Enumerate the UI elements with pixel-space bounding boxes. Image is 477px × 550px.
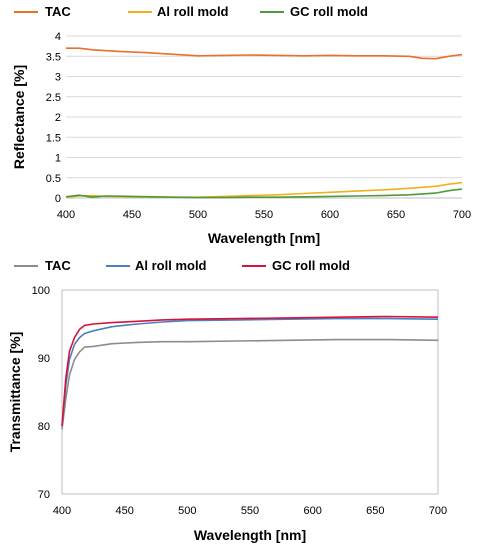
chart1-x-tick-label: 650 (387, 209, 405, 221)
chart2-y-tick-label: 100 (32, 285, 50, 297)
chart2-y-axis-title: Transmittance [%] (7, 332, 23, 453)
chart1-legend-label: Al roll mold (157, 4, 229, 19)
chart2-x-axis-title: Wavelength [nm] (194, 527, 306, 543)
chart2-y-tick-label: 70 (38, 489, 50, 501)
chart1-legend-label: GC roll mold (290, 4, 368, 19)
chart1-y-tick-label: 3.5 (46, 51, 61, 63)
chart1-y-tick-label: 2.5 (46, 92, 61, 104)
chart2-y-tick-label: 90 (38, 353, 50, 365)
chart2-series-line-3 (61, 315, 439, 427)
chart1-x-tick-label: 550 (255, 209, 273, 221)
chart1-x-tick-label: 500 (189, 209, 207, 221)
chart2-x-tick-label: 400 (53, 505, 71, 517)
chart1-x-tick-label: 400 (57, 209, 75, 221)
chart2-x-tick-label: 550 (241, 505, 259, 517)
chart2-series-line-2 (61, 317, 439, 427)
chart1-y-tick-label: 0.5 (46, 173, 61, 185)
chart2-y-tick-label: 80 (38, 421, 50, 433)
chart1-y-tick-label: 1 (55, 153, 61, 165)
chart1-x-axis-title: Wavelength [nm] (208, 230, 320, 246)
chart2-legend-label: GC roll mold (272, 258, 350, 273)
chart2-x-tick-label: 450 (115, 505, 133, 517)
chart1-y-tick-label: 2 (55, 112, 61, 124)
chart2-x-tick-label: 500 (178, 505, 196, 517)
chart1-y-axis-title: Reflectance [%] (11, 65, 27, 169)
chart1-series-line-1 (66, 47, 463, 60)
chart1-x-tick-label: 450 (123, 209, 141, 221)
chart1-series-line-3 (65, 188, 463, 199)
chart2-plot-frame (61, 289, 439, 495)
chart2-series-line-1 (61, 338, 439, 430)
chart1-y-tick-label: 1.5 (46, 132, 61, 144)
chart2-legend-label: Al roll mold (135, 258, 207, 273)
chart1-y-tick-label: 3 (55, 72, 61, 84)
chart2-legend-label: TAC (45, 258, 71, 273)
chart2-x-tick-label: 700 (429, 505, 447, 517)
chart2-x-tick-label: 600 (303, 505, 321, 517)
chart1-y-tick-label: 0 (55, 193, 61, 205)
chart1-x-tick-label: 600 (321, 209, 339, 221)
chart1-legend-label: TAC (45, 4, 71, 19)
chart1-y-tick-label: 4 (55, 31, 61, 43)
chart2-x-tick-label: 650 (366, 505, 384, 517)
chart1-x-tick-label: 700 (453, 209, 471, 221)
